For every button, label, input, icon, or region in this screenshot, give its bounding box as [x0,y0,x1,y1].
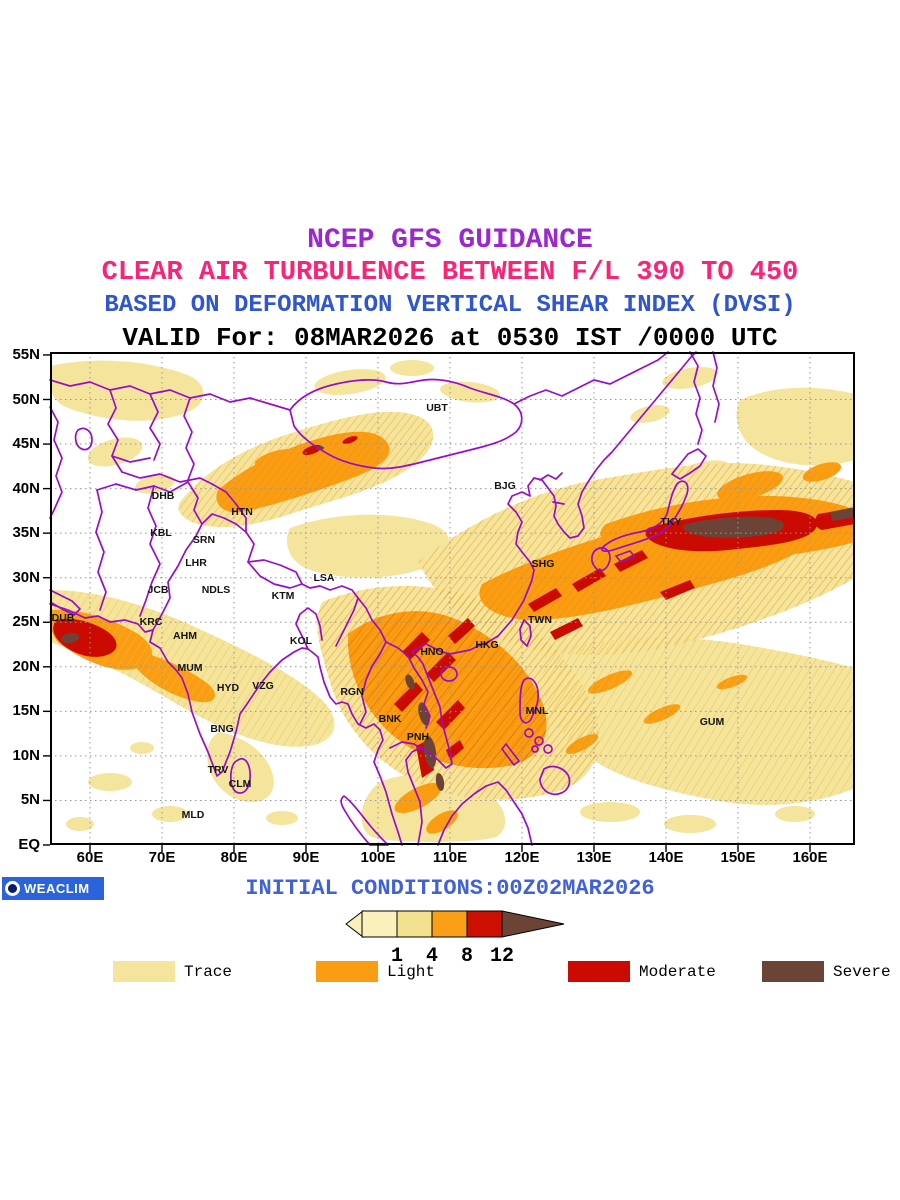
y-tick-label: 10N [12,746,40,764]
initial-conditions-text: INITIAL CONDITIONS:00Z02MAR2026 [245,876,655,901]
axis-ticks [43,354,811,852]
legend-swatch-light [316,961,378,982]
title-basis: BASED ON DEFORMATION VERTICAL SHEAR INDE… [104,292,796,319]
scale-value: 12 [489,945,515,968]
scale-arrow [345,909,565,939]
legend-label-trace: Trace [184,963,233,981]
legend-label-severe: Severe [833,963,891,981]
chart-titles: NCEP GFS GUIDANCE CLEAR AIR TURBULENCE B… [0,224,900,354]
map-frame [50,352,855,845]
scale-value: 1 [390,945,404,968]
weaclim-logo-text: WEACLIM [24,881,90,896]
scale-segment [501,910,565,938]
map-area: UBT BJG TKY SHG TWN HKG HNO MNL GUM DHB HTN KBL SRN L… [43,351,855,852]
y-axis-labels: EQ 5N 10N 15N 20N 25N 30N 35N 40N 45N 50N 55N [0,346,44,853]
x-tick-label: 110E [432,849,468,866]
y-tick-label: 25N [12,613,40,631]
legend-swatch-trace [113,961,175,982]
turbulence-shading [49,360,855,842]
y-tick-label: 20N [12,657,40,675]
x-tick-label: 160E [792,849,828,866]
legend-label-moderate: Moderate [639,963,716,981]
x-tick-label: 100E [360,849,396,866]
scale-segment [361,910,398,938]
title-model: NCEP GFS GUIDANCE [307,225,593,256]
x-tick-label: 90E [292,849,320,866]
weaclim-logo-icon [5,881,20,896]
y-tick-label: 40N [12,479,40,497]
scale-segment [345,909,364,939]
weaclim-logo: WEACLIM [2,877,104,900]
x-tick-label: 60E [76,849,104,866]
scale-value: 8 [460,945,474,968]
x-axis-labels: 60E 70E 80E 90E 100E 110E 120E 130E 140E 150E 160E [50,849,855,869]
scale-value: 4 [425,945,439,968]
x-tick-label: 120E [504,849,540,866]
legend-swatch-moderate [568,961,630,982]
x-tick-label: 70E [148,849,176,866]
y-tick-label: EQ [18,836,40,853]
y-tick-label: 5N [20,791,40,809]
y-tick-label: 50N [12,390,40,408]
y-tick-label: 35N [12,524,40,542]
y-tick-label: 30N [12,568,40,586]
grid-lines [50,352,855,845]
x-tick-label: 130E [576,849,612,866]
title-valid-time: VALID For: 08MAR2026 at 0530 IST /0000 U… [122,323,778,353]
x-tick-label: 80E [220,849,248,866]
map-svg [43,351,855,852]
y-tick-label: 45N [12,435,40,453]
title-subject: CLEAR AIR TURBULENCE BETWEEN F/L 390 TO … [101,258,799,288]
legend-swatch-severe [762,961,824,982]
country-borders [49,351,720,846]
x-tick-label: 150E [720,849,756,866]
scale-segment [466,910,503,938]
legend-label-light: Light [387,963,436,981]
intensity-scale-bar: 1 4 8 12 [345,909,565,968]
scale-segment [431,910,468,938]
scale-segment [396,910,433,938]
scale-tick-values: 1 4 8 12 [345,943,565,968]
y-tick-label: 15N [12,702,40,720]
x-tick-label: 140E [648,849,684,866]
y-tick-label: 55N [12,345,40,363]
